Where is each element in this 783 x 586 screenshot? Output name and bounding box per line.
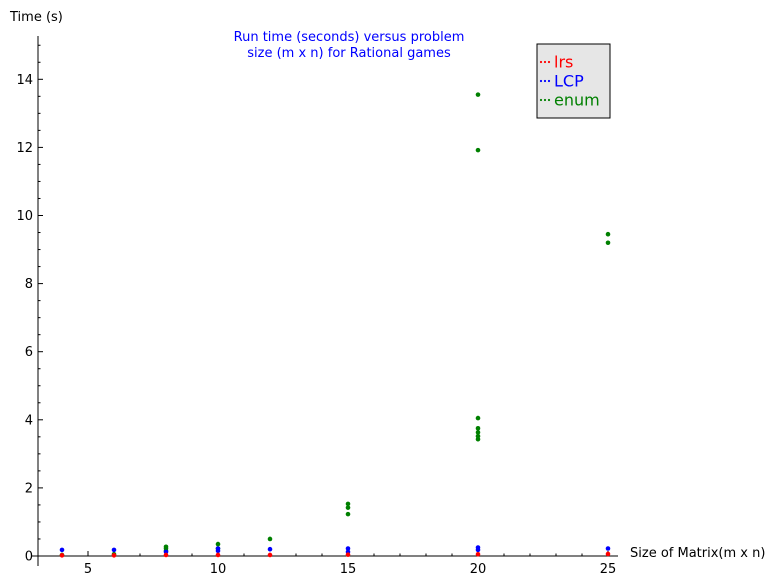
point-lrs [267, 552, 273, 558]
legend-marker [543, 60, 547, 64]
y-tick-label: 8 [25, 277, 33, 292]
point-lrs [215, 552, 221, 558]
y-tick-label: 2 [25, 481, 33, 496]
point-enum [345, 511, 351, 517]
legend-label-lcp: LCP [554, 72, 584, 91]
y-tick-label: 4 [25, 413, 33, 428]
point-enum [475, 415, 481, 421]
point-lrs [163, 552, 169, 558]
point-lcp [111, 547, 117, 553]
legend-label-lrs: lrs [554, 53, 573, 72]
legend-label-enum: enum [554, 91, 600, 110]
point-enum [267, 536, 273, 542]
point-lcp [267, 546, 273, 552]
legend-marker [539, 79, 543, 83]
point-enum [163, 544, 169, 550]
legend-marker [547, 79, 551, 83]
chart-title-line-2: size (m x n) for Rational games [247, 46, 451, 61]
legend-marker [543, 79, 547, 83]
point-lcp [605, 546, 611, 551]
point-lcp [345, 546, 351, 551]
chart-title-line-1: Run time (seconds) versus problem [234, 30, 465, 45]
point-lcp [215, 546, 221, 551]
point-enum [215, 541, 221, 547]
y-tick-label: 0 [25, 550, 33, 565]
legend-marker [539, 98, 543, 102]
point-lcp [475, 545, 481, 550]
x-tick-label: 25 [600, 562, 617, 577]
legend-marker [547, 98, 551, 102]
point-lrs [59, 553, 65, 558]
x-tick-label: 15 [340, 562, 357, 577]
y-tick-label: 14 [16, 73, 33, 88]
x-tick-label: 5 [84, 562, 92, 577]
x-tick-label: 20 [470, 562, 487, 577]
x-tick-label: 10 [210, 562, 227, 577]
point-lrs [111, 553, 117, 558]
y-tick-label: 10 [16, 209, 33, 224]
legend-marker [539, 60, 543, 64]
chart-title: Run time (seconds) versus problem size (… [234, 30, 465, 61]
point-enum [605, 231, 611, 237]
point-enum [345, 505, 351, 510]
y-axis-label: Time (s) [9, 10, 63, 25]
point-lrs [345, 552, 351, 557]
y-tick-label: 12 [16, 141, 33, 156]
point-lrs [605, 551, 611, 557]
point-enum [475, 430, 481, 435]
point-enum [605, 240, 611, 246]
point-enum [475, 426, 481, 431]
point-lrs [475, 551, 481, 557]
point-enum [475, 147, 481, 153]
axes: 0 2 4 6 8 10 12 14 5 10 15 20 25 [16, 36, 618, 577]
point-enum [475, 92, 481, 97]
point-lcp [59, 547, 65, 553]
data-points [59, 92, 611, 558]
legend-marker [543, 98, 547, 102]
x-axis-label: Size of Matrix(m x n) [630, 546, 765, 561]
point-enum [475, 433, 481, 439]
legend-marker [547, 60, 551, 64]
y-tick-label: 6 [25, 345, 33, 360]
point-enum [345, 501, 351, 507]
